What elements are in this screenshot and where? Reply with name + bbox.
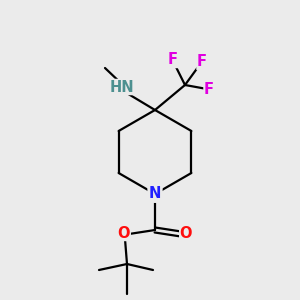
Text: F: F [204, 82, 214, 97]
Text: F: F [197, 55, 207, 70]
Text: O: O [180, 226, 192, 241]
Text: N: N [149, 187, 161, 202]
Text: O: O [118, 226, 130, 241]
Text: F: F [168, 52, 178, 68]
Text: HN: HN [110, 80, 134, 94]
